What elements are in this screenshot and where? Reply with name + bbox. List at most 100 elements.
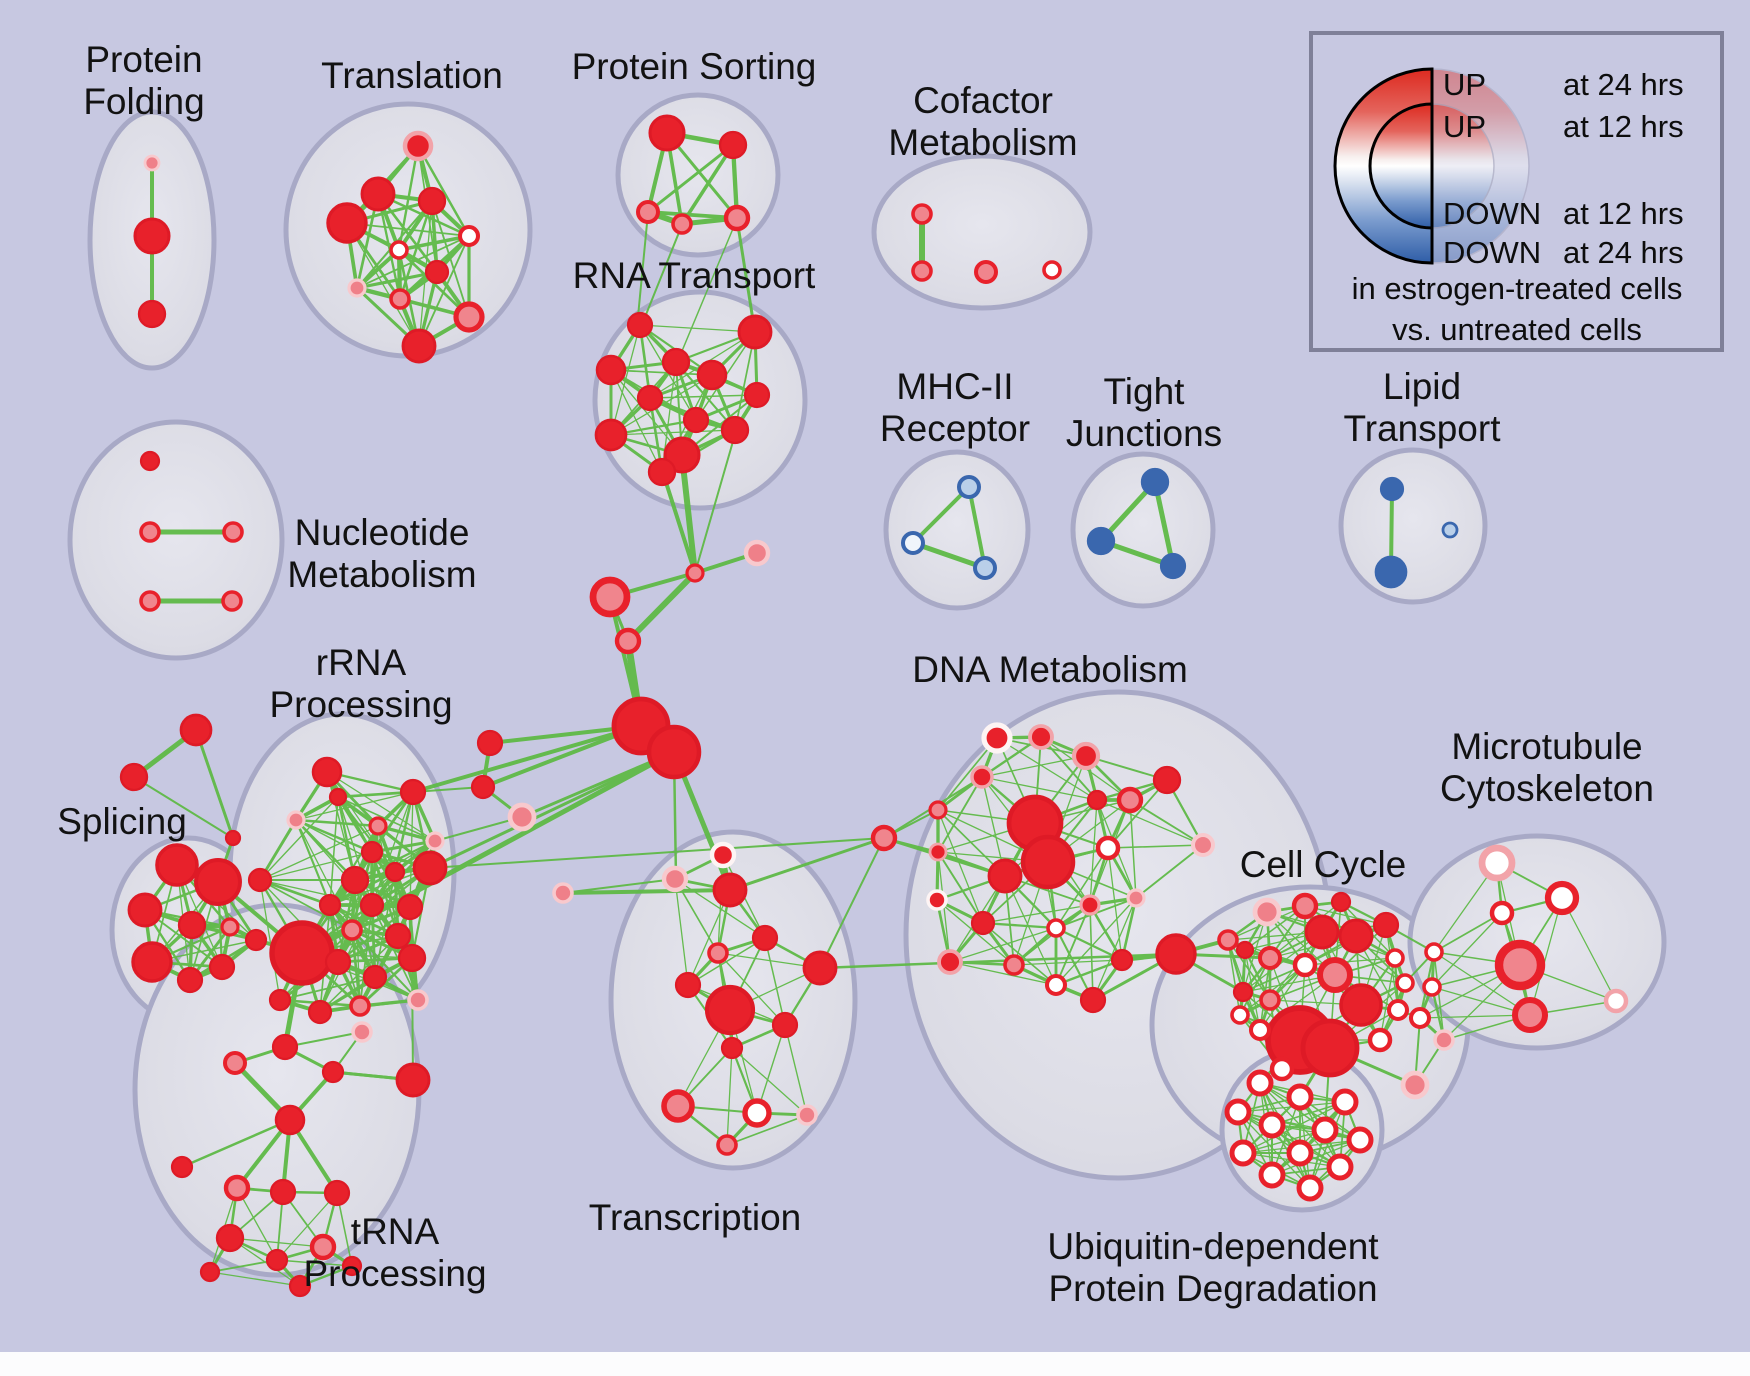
gene-node-rrna [286, 810, 306, 830]
gene-node-ubiquitin [1246, 1069, 1274, 1097]
edge [133, 776, 234, 839]
edge [1385, 924, 1399, 1011]
edge [679, 453, 698, 576]
cluster-label-translation: Translation [321, 55, 503, 96]
gene-node-lipid [1379, 476, 1405, 502]
gene-node-protein-folding [133, 217, 171, 255]
gene-node-rna-transport [647, 457, 677, 487]
gene-node-splicing [220, 917, 240, 937]
edge [194, 728, 235, 840]
gene-node-rrna [359, 892, 385, 918]
edge [728, 836, 886, 892]
gene-node-trna-chain [395, 1062, 431, 1098]
edge [1107, 847, 1123, 961]
gene-node-rrna [307, 999, 333, 1025]
cluster-ellipse-lipid-transport [1338, 447, 1488, 605]
gene-node-protein-sorting [671, 213, 693, 235]
gene-node-transcription [661, 865, 689, 893]
gene-node-dna [1003, 954, 1025, 976]
gene-node-cellcycle [1317, 957, 1353, 993]
gene-node-transcription [716, 1134, 738, 1156]
edge [299, 749, 677, 956]
gene-node-rrna [349, 995, 371, 1017]
gene-node-ubiquitin [1326, 1153, 1354, 1181]
cluster-label-nucleotide-metabolism: Nucleotide Metabolism [287, 512, 476, 595]
edge [674, 878, 689, 986]
gene-node-dna [1020, 834, 1076, 890]
legend-time-0: at 24 hrs [1563, 67, 1684, 102]
gene-node-translation [401, 328, 437, 364]
edge [1055, 904, 1091, 986]
gene-node-ubiquitin [1224, 1098, 1252, 1126]
gene-node-rrna [360, 840, 384, 864]
gene-node-splicing [176, 966, 204, 994]
gene-node-trna-dense [215, 1223, 245, 1253]
gene-node-rrna [311, 756, 343, 788]
gene-node-dna [1191, 833, 1215, 857]
edge [276, 1259, 353, 1267]
gene-node-splicing [194, 858, 242, 906]
gene-node-trna-chain [274, 1104, 306, 1136]
edge [726, 1114, 808, 1146]
edge [937, 776, 983, 853]
edge [416, 144, 471, 238]
gene-node-mhc [901, 531, 925, 555]
gene-node-rrna [269, 920, 335, 986]
edge [1529, 897, 1563, 1016]
edge [353, 839, 437, 882]
gene-node-nucleotide [139, 521, 161, 543]
gene-node-connectors [1155, 933, 1197, 975]
cluster-label-splicing: Splicing [57, 801, 187, 842]
edge [561, 888, 732, 895]
edge [646, 143, 735, 214]
gene-node-cellcycle [1252, 897, 1282, 927]
gene-node-cellcycle [1235, 940, 1255, 960]
gene-node-rna-transport [626, 311, 654, 339]
gene-node-rrna [268, 988, 292, 1012]
gene-node-cellcycle [1304, 914, 1340, 950]
cluster-label-trna-processing: tRNA Processing [303, 1211, 486, 1294]
gene-node-dna [1044, 973, 1068, 997]
gene-node-connectors [224, 829, 242, 847]
gene-node-ubiquitin [1331, 1088, 1359, 1116]
gene-node-splicing [244, 928, 268, 952]
gene-node-trna-dense [269, 1178, 297, 1206]
gene-node-transcription [704, 984, 756, 1036]
gene-node-connectors [743, 539, 771, 567]
gene-node-trna-chain [351, 1021, 373, 1043]
edge [1013, 959, 1123, 966]
gene-node-protein-sorting [718, 130, 748, 160]
edge [661, 471, 697, 575]
gene-node-trna-dense [265, 1248, 289, 1272]
bottom-margin-strip [0, 1352, 1750, 1376]
gene-node-rna-transport [594, 418, 628, 452]
edge [949, 927, 1057, 963]
edge [982, 904, 1091, 924]
gene-node-dna [1110, 948, 1134, 972]
edge [735, 217, 757, 335]
cluster-label-dna-metabolism: DNA Metabolism [912, 649, 1188, 690]
gene-node-lipid [1441, 521, 1459, 539]
gene-node-ubiquitin [1258, 1161, 1286, 1189]
edge [680, 143, 735, 226]
cluster-label-microtubule-cytoskeleton: Microtubule Cytoskeleton [1440, 726, 1654, 809]
edge [434, 816, 523, 842]
gene-node-rrna [396, 893, 424, 921]
edge [649, 394, 758, 399]
cluster-ellipse-cofactor-metabolism [871, 153, 1093, 311]
gene-node-dna [1079, 986, 1107, 1014]
gene-node-connectors [589, 576, 631, 618]
gene-node-connectors [476, 729, 504, 757]
edge [236, 1187, 278, 1261]
gene-node-trna-dense [199, 1261, 221, 1283]
gene-node-microtubule [1408, 1006, 1432, 1030]
edge [640, 224, 683, 328]
edge [276, 1192, 338, 1261]
edge [326, 771, 436, 842]
gene-node-transcription [742, 1098, 772, 1128]
gene-node-dna [926, 889, 948, 911]
edge [982, 922, 1057, 986]
edge [764, 937, 786, 1026]
legend-direction-1: UP [1443, 109, 1486, 144]
gene-node-cellcycle [1248, 1018, 1272, 1042]
